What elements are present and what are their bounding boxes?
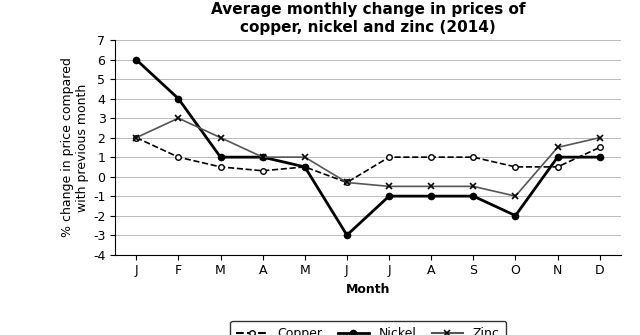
X-axis label: Month: Month <box>346 283 390 296</box>
Legend: Copper, Nickel, Zinc: Copper, Nickel, Zinc <box>230 321 506 335</box>
Y-axis label: % change in price compared
with previous month: % change in price compared with previous… <box>61 58 89 237</box>
Title: Average monthly change in prices of
copper, nickel and zinc (2014): Average monthly change in prices of copp… <box>211 2 525 35</box>
